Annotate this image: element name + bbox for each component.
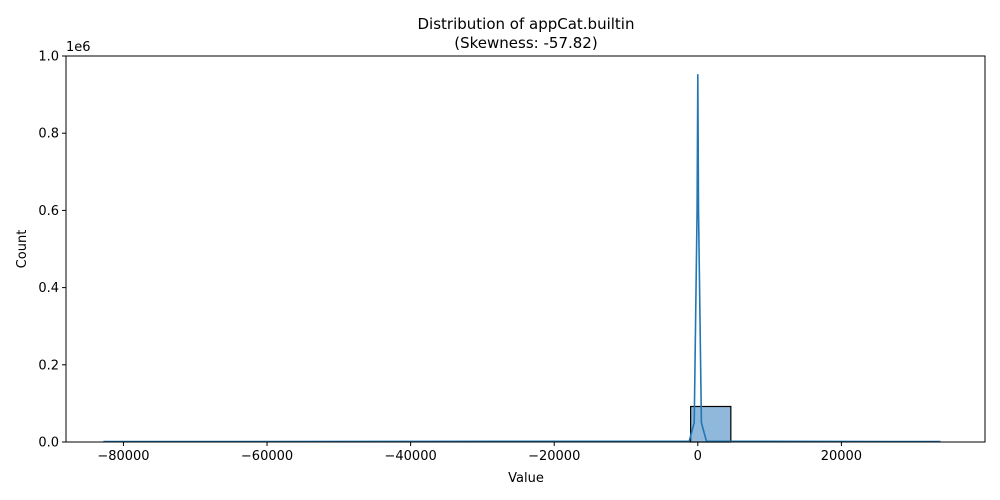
y-tick-label: 0.2	[38, 358, 59, 373]
y-tick-label: 0.6	[38, 204, 59, 219]
x-tick-label: −20000	[528, 449, 580, 464]
x-tick-label: −60000	[241, 449, 293, 464]
x-tick-label: −40000	[385, 449, 437, 464]
x-axis-label: Value	[508, 471, 544, 486]
y-tick-label: 0.8	[38, 127, 59, 142]
y-axis-ticks: 0.0 0.2 0.4 0.6 0.8 1.0	[38, 50, 66, 451]
x-axis-ticks: −80000 −60000 −40000 −20000 0 20000	[97, 442, 862, 464]
kde-line	[103, 74, 941, 443]
x-tick-label: −80000	[97, 449, 149, 464]
y-offset-label: 1e6	[66, 40, 91, 55]
x-tick-label: 20000	[821, 449, 862, 464]
x-tick-label: 0	[694, 449, 702, 464]
plot-area	[103, 74, 941, 443]
y-tick-label: 0.0	[38, 436, 59, 451]
histogram-bar-0	[690, 405, 732, 443]
y-tick-label: 1.0	[38, 50, 59, 65]
y-axis-label: Count	[15, 230, 30, 269]
chart-title: Distribution of appCat.builtin	[418, 15, 635, 33]
chart-subtitle: (Skewness: -57.82)	[454, 34, 597, 52]
plot-frame	[65, 55, 986, 443]
y-tick-label: 0.4	[38, 281, 59, 296]
